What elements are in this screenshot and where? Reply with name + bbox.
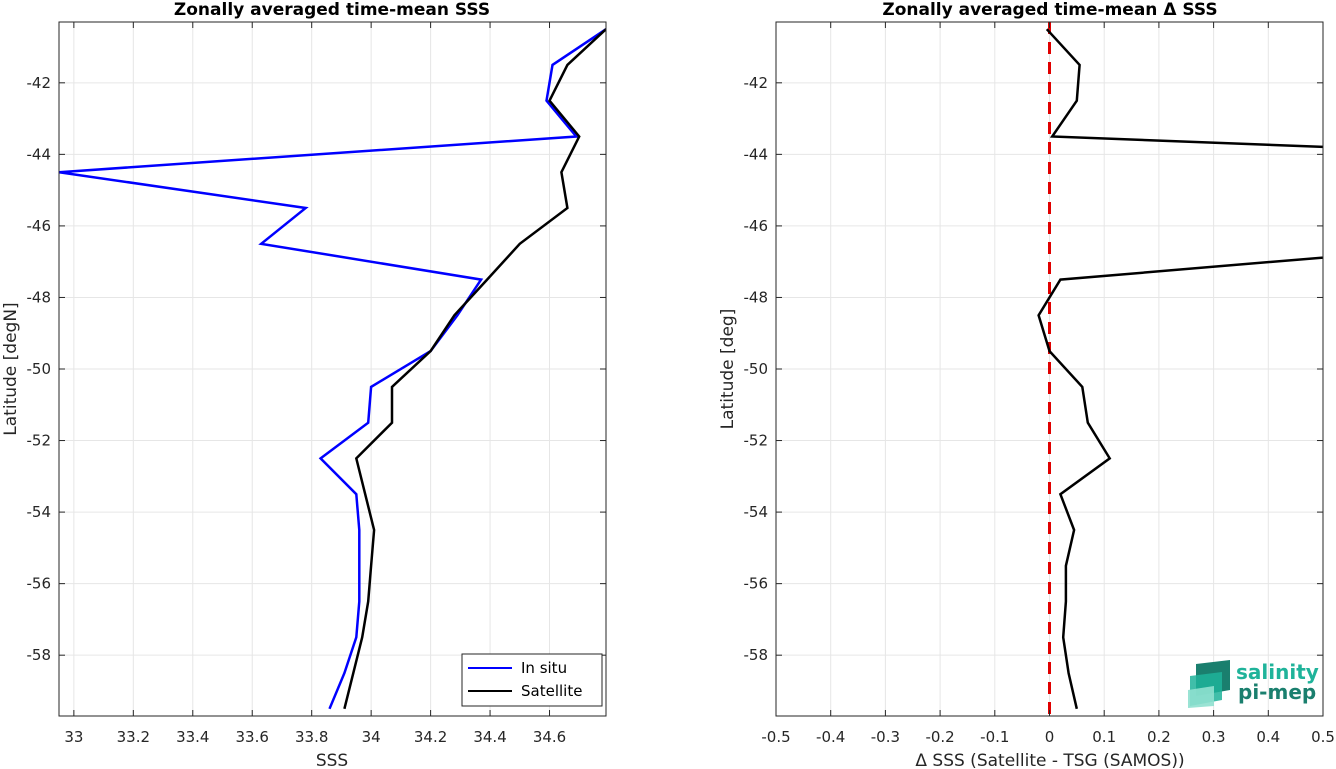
delta-sss-chart: -0.5 -0.4 -0.3 -0.2 -0.1 0 0.1 0.2 0.3 0.4 0.5 -42… (718, 0, 1335, 769)
y-tick-label: -50 (27, 360, 52, 378)
x-tick-label: -0.1 (980, 728, 1009, 746)
x-tick-label: 0.2 (1147, 728, 1171, 746)
x-axis-label: SSS (316, 751, 348, 769)
x-tick-label: 0.3 (1202, 728, 1226, 746)
x-tick-label: 33 (64, 728, 83, 746)
y-tick-label: -44 (27, 145, 52, 163)
sss-chart: 33 33.2 33.4 33.6 33.8 34 34.2 34.4 34.6 -42-44-… (1, 0, 607, 769)
y-tick-label: -52 (744, 432, 769, 450)
y-tick-label: -42 (27, 74, 52, 92)
logo-mark (1188, 660, 1230, 708)
logo-text-line2: pi-mep (1238, 680, 1316, 704)
series-line-in-situ (59, 28, 606, 710)
x-tick-label: 33.6 (236, 728, 269, 746)
tick-marks (775, 22, 1324, 716)
y-tick-label: -56 (744, 575, 769, 593)
y-tick-label: -44 (744, 145, 769, 163)
series-group (59, 28, 606, 710)
series-line-delta (1037, 28, 1323, 710)
y-axis-label: Latitude [deg] (718, 309, 738, 430)
x-tick-label: 0.4 (1256, 728, 1280, 746)
y-tick-label: -50 (744, 360, 769, 378)
x-tick-label: 34.6 (533, 728, 566, 746)
x-tick-label: 33.8 (295, 728, 328, 746)
x-tick-labels: -0.5 -0.4 -0.3 -0.2 -0.1 0 0.1 0.2 0.3 0.4 0.5 (761, 728, 1335, 746)
x-tick-label: 33.2 (117, 728, 150, 746)
series-line-satellite (343, 28, 606, 710)
y-tick-label: -54 (27, 503, 52, 521)
salinity-pi-mep-logo: salinity pi-mep (1188, 660, 1319, 708)
x-tick-label: 34.4 (473, 728, 506, 746)
y-tick-labels: -42 -44 -46 -48 -50 -52 -54 -56 -58 (744, 74, 769, 664)
legend-label-satellite: Satellite (521, 682, 582, 700)
y-tick-label: -58 (744, 646, 769, 664)
y-tick-label: -46 (27, 217, 52, 235)
x-tick-label: -0.4 (816, 728, 845, 746)
legend: In situ Satellite (461, 653, 603, 707)
legend-label-in-situ: In situ (521, 659, 567, 677)
x-tick-label: 0 (1045, 728, 1055, 746)
y-axis-label: Latitude [degN] (1, 302, 21, 435)
series-group (1037, 22, 1323, 716)
y-tick-label: -56 (27, 575, 52, 593)
x-tick-label: 33.4 (176, 728, 209, 746)
y-tick-label: -58 (27, 646, 52, 664)
y-tick-label: -54 (744, 503, 769, 521)
x-tick-label: -0.3 (871, 728, 900, 746)
x-axis-label: Δ SSS (Satellite - TSG (SAMOS)) (915, 751, 1184, 769)
logo-text-line1: salinity (1236, 660, 1319, 684)
x-tick-labels: 33 33.2 33.4 33.6 33.8 34 34.2 34.4 34.6 (64, 728, 566, 746)
y-tick-label: -46 (744, 217, 769, 235)
chart-title: Zonally averaged time-mean SSS (174, 0, 490, 20)
x-tick-label: 0.1 (1092, 728, 1116, 746)
x-tick-label: -0.5 (761, 728, 790, 746)
legend-box (461, 653, 603, 707)
y-tick-label: -42 (744, 74, 769, 92)
chart-title: Zonally averaged time-mean Δ SSS (882, 0, 1217, 20)
y-tick-labels: -42 -44 -46 -48 -50 -52 -54 -56 -58 (27, 74, 52, 664)
x-tick-label: 34.2 (414, 728, 447, 746)
x-tick-label: 0.5 (1311, 728, 1335, 746)
x-tick-label: -0.2 (925, 728, 954, 746)
y-tick-label: -48 (27, 288, 52, 306)
y-tick-label: -48 (744, 288, 769, 306)
y-tick-label: -52 (27, 432, 52, 450)
x-tick-label: 34 (362, 728, 381, 746)
